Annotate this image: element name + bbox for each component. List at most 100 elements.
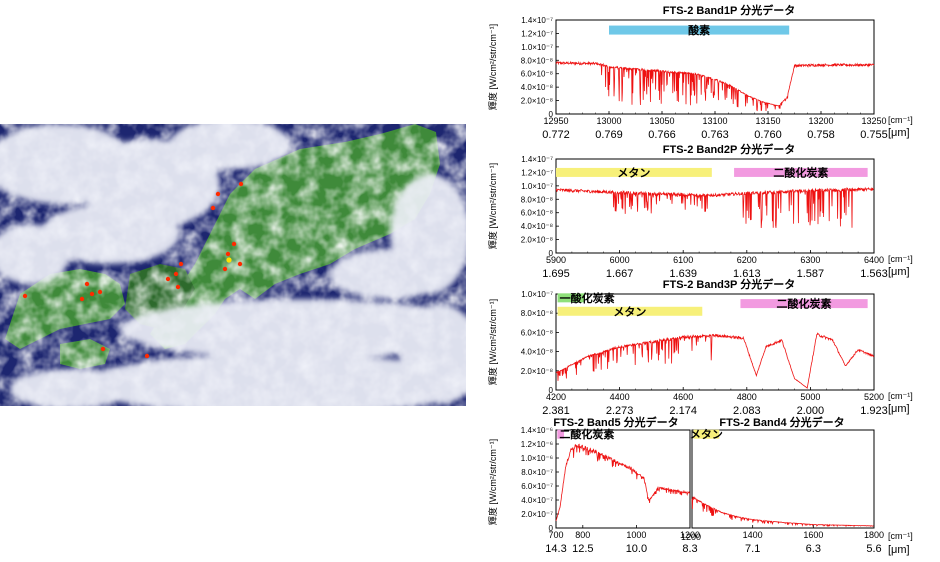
y-tick-label: 4.0×10⁻⁸ xyxy=(521,348,553,357)
spectrum-line xyxy=(556,332,875,389)
x2-tick-label: 0.758 xyxy=(807,129,835,141)
band-label: 酸素 xyxy=(688,23,710,37)
chart-band5: FTS-2 Band5 分光データ 輝度 [W/cm²/str/cm⁻¹] 0 2… xyxy=(487,415,700,555)
band-bar xyxy=(693,429,720,439)
x-tick-label: 13100 xyxy=(702,116,727,126)
y-tick-label: 6.0×10⁻⁸ xyxy=(521,70,553,79)
observation-point-highlight xyxy=(226,257,232,263)
x2-tick-label: 2.000 xyxy=(797,405,825,417)
x2-axis-unit: [μm] xyxy=(888,544,910,556)
y-tick-label: 1.2×10⁻⁶ xyxy=(521,440,553,449)
y-tick-label: 6.0×10⁻⁸ xyxy=(521,209,553,218)
y-tick-label: 4.0×10⁻⁸ xyxy=(521,83,553,92)
x-tick-label: 5200 xyxy=(864,392,884,402)
chart-band3p: FTS-2 Band3P 分光データ 輝度 [W/cm²/str/cm⁻¹] 0… xyxy=(487,277,913,417)
x-tick-label: 6000 xyxy=(610,255,630,265)
y-ticks: 0 2.0×10⁻⁸ 4.0×10⁻⁸ 6.0×10⁻⁸ 8.0×10⁻⁸ 1.0×10⁻… xyxy=(521,290,559,395)
x-tick-label: 13150 xyxy=(755,116,780,126)
x-tick-label: 1000 xyxy=(626,530,646,540)
spectrum-line xyxy=(555,443,691,522)
x-tick-label: 4800 xyxy=(737,392,757,402)
y-tick-label: 4.0×10⁻⁷ xyxy=(521,496,553,505)
x-tick-label: 1800 xyxy=(864,530,884,540)
band-label: 一酸化炭素 xyxy=(560,291,615,305)
y-tick-label: 8.0×10⁻⁸ xyxy=(521,56,553,65)
spectrum-line xyxy=(555,60,875,112)
x-tick-label: 6300 xyxy=(800,255,820,265)
x-tick-label: 4200 xyxy=(546,392,566,402)
y-tick-label: 0 xyxy=(549,524,554,533)
y-tick-label: 1.4×10⁻⁷ xyxy=(521,16,553,25)
band-label: 二酸化炭素 xyxy=(777,297,832,311)
band-label: 二酸化炭素 xyxy=(773,165,828,179)
y-tick-label: 8.0×10⁻⁷ xyxy=(521,468,553,477)
band-bar xyxy=(557,293,585,303)
y-tick-label: 1.4×10⁻⁶ xyxy=(521,426,553,435)
x-tick-label: 6100 xyxy=(673,255,693,265)
y-tick-label: 6.0×10⁻⁸ xyxy=(521,328,553,337)
band-bar xyxy=(609,25,790,35)
x-tick-label: 1600 xyxy=(803,530,823,540)
spectrum-line xyxy=(555,186,874,229)
chart-band1p: FTS-2 Band1P 分光データ 輝度 [W/cm²/str/cm⁻¹] 0… xyxy=(487,3,913,141)
x2-tick-label: 0.763 xyxy=(701,129,729,141)
x2-tick-label: 1.587 xyxy=(797,268,825,280)
satellite-image xyxy=(0,124,466,406)
chart-title: FTS-2 Band5 分光データ xyxy=(553,415,678,429)
band-markers: 二酸化炭素 xyxy=(557,427,614,441)
y-tick-label: 8.0×10⁻⁸ xyxy=(521,309,553,318)
x-tick-label: 6400 xyxy=(864,255,884,265)
x2-tick-label: 0.769 xyxy=(595,129,623,141)
x2-axis-unit: [μm] xyxy=(888,266,910,278)
x2-tick-label: 5.6 xyxy=(866,543,881,555)
y-tick-label: 2.0×10⁻⁷ xyxy=(521,510,553,519)
x-tick-label: 5900 xyxy=(546,255,566,265)
x2-tick-label: 0.755 xyxy=(860,129,888,141)
x2-ticks: 2.381 2.273 2.174 2.083 2.000 1.923 xyxy=(542,405,888,417)
y-axis-label: 輝度 [W/cm²/str/cm⁻¹] xyxy=(487,299,498,385)
x-tick-label: 5000 xyxy=(800,392,820,402)
x-tick-label: 1200 xyxy=(681,532,701,542)
x2-tick-label: 1.563 xyxy=(860,268,888,280)
observation-points xyxy=(22,181,244,359)
x2-tick-label: 2.174 xyxy=(669,405,697,417)
band-label: 二酸化炭素 xyxy=(559,427,614,441)
y-ticks: 0 2.0×10⁻⁸ 4.0×10⁻⁸ 6.0×10⁻⁸ 8.0×10⁻⁸ 1.0×10⁻… xyxy=(521,155,559,258)
x2-tick-label: 1.667 xyxy=(606,268,634,280)
x-tick-label: 13000 xyxy=(596,116,621,126)
x2-tick-label: 2.083 xyxy=(733,405,761,417)
x2-tick-label: 0.772 xyxy=(542,129,570,141)
y-tick-label: 2.0×10⁻⁸ xyxy=(521,97,553,106)
y-tick-label: 2.0×10⁻⁸ xyxy=(521,236,553,245)
y-tick-label: 1.2×10⁻⁷ xyxy=(521,168,553,177)
band-markers: 酸素 xyxy=(609,23,790,37)
x-tick-label: 700 xyxy=(548,530,563,540)
y-axis-label: 輝度 [W/cm²/str/cm⁻¹] xyxy=(487,439,498,525)
x-ticks: 4200 4400 4600 4800 5000 5200 xyxy=(546,387,884,402)
x2-tick-label: 1.613 xyxy=(733,268,761,280)
x-tick-label: 6200 xyxy=(737,255,757,265)
x2-tick-label: 2.273 xyxy=(606,405,634,417)
chart-title: FTS-2 Band4 分光データ xyxy=(719,415,844,429)
band-bar xyxy=(557,429,565,439)
band-bar xyxy=(734,167,868,177)
x-tick-label: 4600 xyxy=(673,392,693,402)
x2-ticks: 14.3 12.5 10.0 8.3 xyxy=(545,543,697,555)
x2-tick-label: 14.3 xyxy=(545,543,566,555)
x2-tick-label: 1.923 xyxy=(860,405,888,417)
x-tick-label: 800 xyxy=(575,530,590,540)
spectrum-line xyxy=(691,496,874,528)
x2-axis-unit: [μm] xyxy=(888,127,910,139)
y-tick-label: 1.4×10⁻⁷ xyxy=(521,155,553,164)
cloud-cover xyxy=(0,124,466,406)
x2-ticks: 1.695 1.667 1.639 1.613 1.587 1.563 xyxy=(542,268,888,280)
chart-title: FTS-2 Band2P 分光データ xyxy=(663,142,795,156)
chart-band4: FTS-2 Band4 分光データ メタン 1400 1600 1800 [cm⁻¹… xyxy=(690,415,913,556)
x2-tick-label: 1.695 xyxy=(542,268,570,280)
chart-title: FTS-2 Band3P 分光データ xyxy=(663,277,795,291)
x-axis-unit: [cm⁻¹] xyxy=(888,391,913,401)
x-axis-unit: [cm⁻¹] xyxy=(888,531,913,541)
x-tick-label: 13200 xyxy=(808,116,833,126)
x-tick-label: 12950 xyxy=(543,116,568,126)
